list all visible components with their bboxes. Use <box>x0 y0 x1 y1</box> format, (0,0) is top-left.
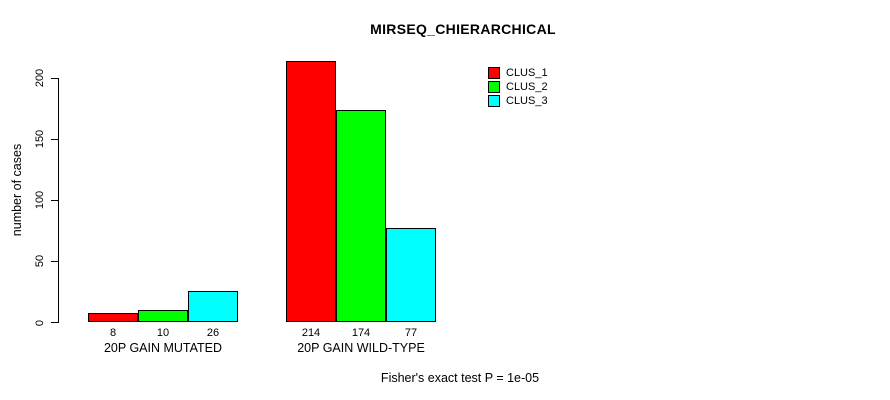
pvalue-annotation: Fisher's exact test P = 1e-05 <box>380 371 540 385</box>
bar-clus_2-group2 <box>336 109 386 323</box>
legend-swatch-icon <box>488 81 500 93</box>
bar-clus_3-group2 <box>386 228 436 323</box>
chart-title: MIRSEQ_CHIERARCHICAL <box>370 21 556 37</box>
legend-item-clus_2: CLUS_2 <box>488 80 548 94</box>
x-category-label-mutated: 20P GAIN MUTATED <box>103 341 223 355</box>
bar-value-label: 77 <box>404 327 418 339</box>
y-axis-label: number of cases <box>10 143 24 237</box>
bar-value-label: 214 <box>301 327 321 339</box>
legend-item-clus_1: CLUS_1 <box>488 66 548 80</box>
legend-label: CLUS_3 <box>506 95 548 107</box>
y-axis-tick <box>51 77 58 79</box>
y-axis-tick <box>51 199 58 201</box>
bar-value-label: 26 <box>206 327 220 339</box>
legend-item-clus_3: CLUS_3 <box>488 94 548 108</box>
y-axis-tick <box>51 260 58 262</box>
bar-value-label: 174 <box>351 327 371 339</box>
bar-clus_2-group1 <box>138 310 188 323</box>
y-axis-tick-label: 50 <box>34 255 46 268</box>
bar-value-label: 10 <box>156 327 170 339</box>
y-axis-tick <box>51 322 58 323</box>
x-category-label-wild-type: 20P GAIN WILD-TYPE <box>297 341 425 355</box>
y-axis-tick-label: 150 <box>34 130 46 149</box>
y-axis-tick-label: 100 <box>34 191 46 210</box>
legend-swatch-icon <box>488 67 500 79</box>
legend-swatch-icon <box>488 95 500 107</box>
legend-label: CLUS_1 <box>506 67 548 79</box>
y-axis-tick-label: 200 <box>34 69 46 88</box>
bar-clus_3-group1 <box>188 290 238 323</box>
bar-clus_1-group2 <box>286 61 336 323</box>
legend-label: CLUS_2 <box>506 81 548 93</box>
bar-value-label: 8 <box>109 327 117 339</box>
y-axis-tick-label: 0 <box>34 319 46 326</box>
legend: CLUS_1 CLUS_2 CLUS_3 <box>488 66 548 108</box>
y-axis-line <box>58 78 59 323</box>
bar-clus_1-group1 <box>88 312 138 323</box>
y-axis-tick <box>51 138 58 140</box>
